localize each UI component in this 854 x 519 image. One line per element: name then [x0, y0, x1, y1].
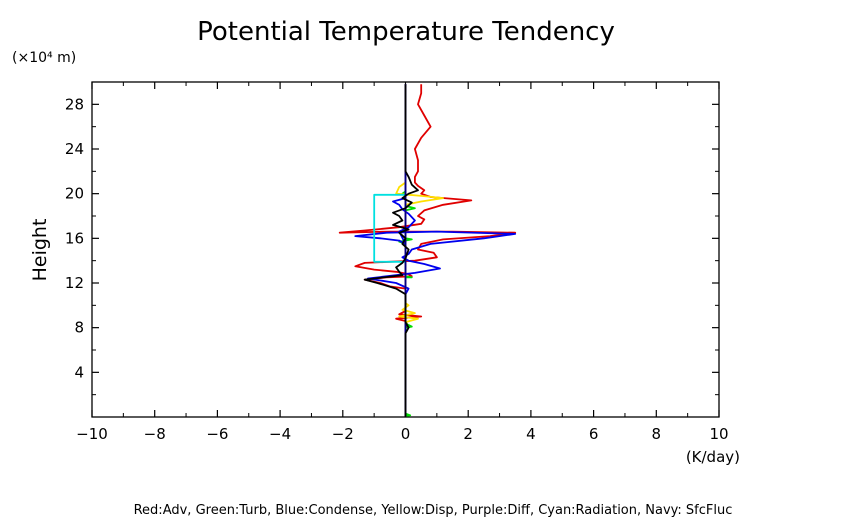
x-tick-label: 0 — [401, 425, 411, 443]
x-tick-label: 2 — [463, 425, 473, 443]
x-tick-label: 8 — [652, 425, 662, 443]
y-tick-label: 28 — [65, 95, 84, 113]
y-tick-label: 8 — [74, 319, 84, 337]
series-line-condense — [354, 84, 517, 417]
y-tick-label: 4 — [74, 363, 84, 381]
y-axis-label: Height — [29, 219, 51, 282]
series-line-radiation — [373, 193, 406, 263]
y-tick-label: 24 — [65, 140, 84, 158]
y-tick-label: 16 — [65, 229, 84, 247]
series-group — [338, 84, 517, 417]
x-axis-unit: (K/day) — [686, 448, 740, 466]
y-tick-label: 20 — [65, 185, 84, 203]
x-tick-label: 4 — [526, 425, 536, 443]
x-tick-label: −10 — [76, 425, 108, 443]
x-tick-label: 10 — [709, 425, 728, 443]
x-tick-label: −4 — [269, 425, 291, 443]
x-tick-label: −2 — [332, 425, 354, 443]
series-line-adv — [338, 84, 517, 417]
x-tick-label: −8 — [144, 425, 166, 443]
chart-title: Potential Temperature Tendency — [197, 17, 615, 47]
x-tick-label: −6 — [206, 425, 228, 443]
legend-caption: Red:Adv, Green:Turb, Blue:Condense, Yell… — [134, 503, 733, 518]
y-axis-unit: (×10⁴ m) — [12, 50, 76, 66]
y-tick-label: 12 — [65, 274, 84, 292]
x-tick-label: 6 — [589, 425, 599, 443]
series-line-total — [363, 84, 419, 417]
